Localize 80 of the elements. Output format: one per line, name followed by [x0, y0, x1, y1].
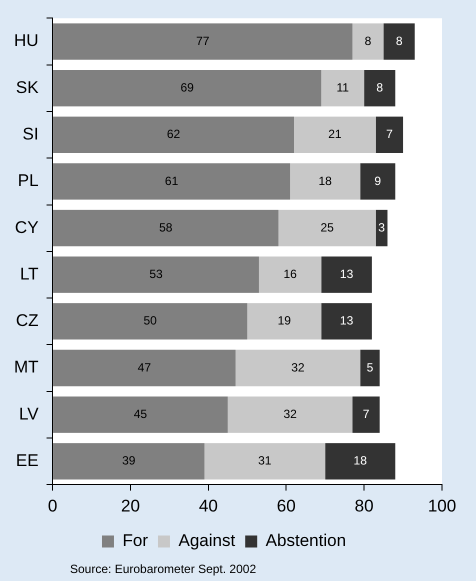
data-label: 13	[340, 267, 354, 282]
bar	[278, 210, 376, 246]
data-label: 16	[283, 267, 298, 282]
bar	[376, 116, 404, 153]
bar	[247, 303, 322, 340]
data-label: 7	[362, 406, 370, 421]
bar	[290, 163, 360, 200]
data-label: 45	[134, 406, 148, 421]
data-label: 5	[366, 360, 374, 374]
data-label: 7	[386, 127, 394, 142]
bar	[294, 116, 376, 153]
bar	[53, 443, 204, 480]
data-label: 53	[149, 267, 163, 282]
x-tick-label: 0	[48, 496, 58, 516]
bar	[228, 396, 352, 433]
data-label: 32	[291, 360, 305, 374]
bar	[321, 256, 372, 293]
x-tick-label: 40	[198, 496, 218, 516]
source-note: Source: Eurobarometer Sept. 2002	[70, 562, 256, 576]
legend-label: Abstention	[266, 531, 346, 550]
data-label: 21	[328, 127, 342, 142]
data-label: 8	[396, 34, 403, 48]
data-label: 69	[180, 80, 194, 94]
y-tick-label: EE	[16, 450, 39, 470]
data-label: 19	[278, 314, 292, 328]
data-label: 39	[122, 454, 136, 468]
y-tick-label: SI	[22, 124, 39, 144]
data-label: 8	[376, 80, 384, 94]
y-tick-label: LV	[19, 404, 40, 424]
data-label: 25	[320, 220, 334, 234]
bar	[53, 116, 294, 153]
bar	[352, 396, 380, 433]
bar	[53, 23, 352, 60]
bar	[53, 210, 278, 246]
data-label: 50	[143, 314, 158, 328]
data-label: 8	[364, 34, 372, 48]
data-label: 32	[283, 406, 298, 421]
data-label: 3	[378, 220, 386, 234]
data-label: 18	[318, 174, 332, 188]
data-label: 13	[340, 314, 354, 328]
data-label: 58	[159, 220, 173, 234]
bar	[53, 163, 290, 200]
x-tick-label: 60	[276, 496, 296, 516]
bar	[236, 350, 360, 386]
x-tick-label: 20	[120, 496, 140, 516]
bar	[53, 350, 236, 386]
data-label: 61	[164, 174, 179, 188]
y-tick-label: CY	[14, 218, 39, 237]
bar	[352, 23, 384, 60]
bar	[258, 256, 322, 293]
y-tick-label: SK	[16, 78, 40, 97]
bar	[360, 350, 380, 386]
bar	[325, 443, 396, 480]
bar	[321, 70, 364, 106]
data-label: 31	[258, 454, 272, 468]
data-label: 9	[374, 174, 382, 188]
y-tick-label: HU	[14, 31, 39, 50]
bar	[384, 23, 415, 60]
bar	[53, 303, 248, 340]
data-label: 62	[166, 127, 181, 142]
data-label: 77	[196, 34, 210, 48]
data-label: 47	[138, 360, 152, 374]
bar	[53, 256, 259, 293]
y-tick-label: MT	[14, 358, 39, 377]
y-tick-label: CZ	[16, 311, 39, 330]
x-tick-label: 100	[428, 496, 456, 516]
bar	[53, 70, 322, 106]
legend-label: Against	[178, 531, 236, 550]
data-label: 18	[354, 454, 368, 468]
bar	[376, 210, 388, 246]
bar	[360, 163, 396, 200]
bar	[204, 443, 326, 480]
data-label: 11	[336, 80, 350, 94]
x-tick-label: 80	[354, 496, 374, 516]
legend-label: For	[122, 531, 148, 550]
y-tick-label: LT	[20, 264, 39, 284]
bar	[53, 396, 228, 433]
bar	[321, 303, 372, 340]
bar	[364, 70, 396, 106]
y-tick-label: PL	[18, 171, 39, 190]
